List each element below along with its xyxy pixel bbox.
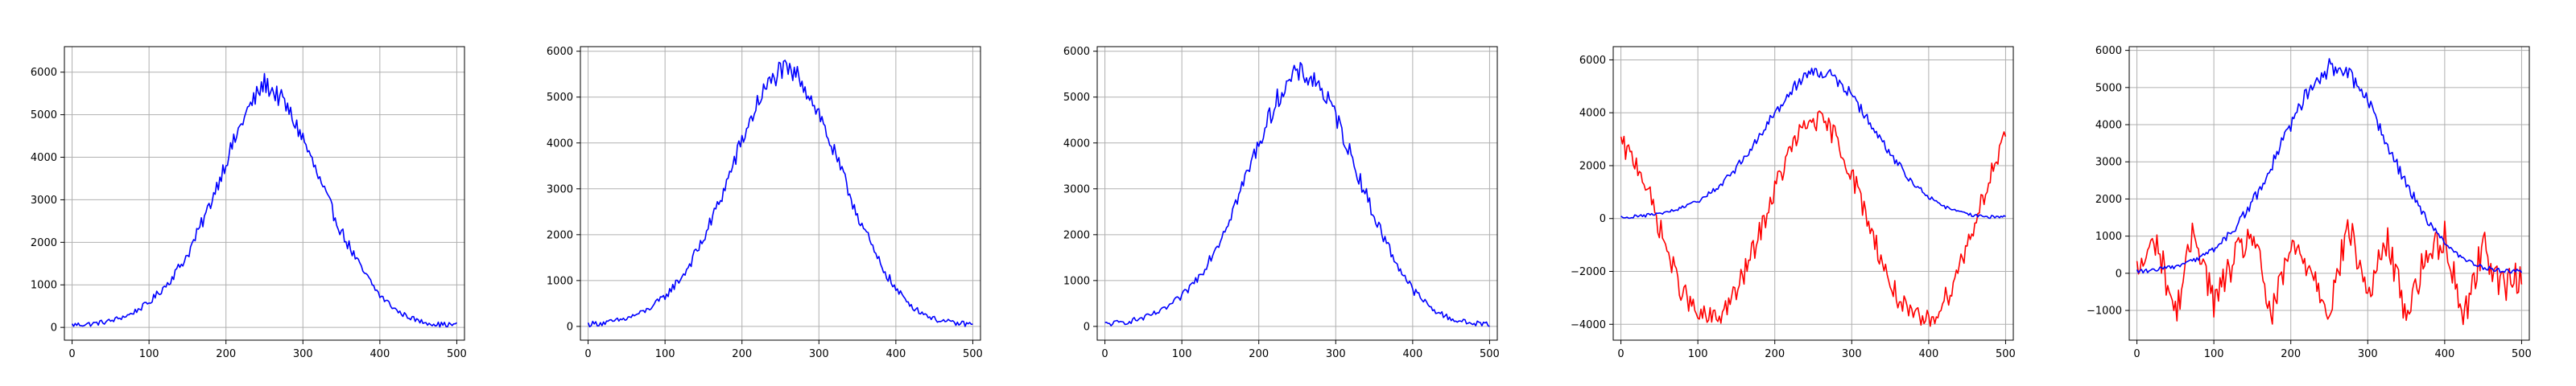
axes-frame	[1612, 46, 2014, 341]
chart-4: 0 100 200 300 400 500 −4000 −2000 0 2000 4000 6000	[1571, 46, 2016, 360]
y-tick-label: 4000	[547, 138, 573, 150]
y-tick-label: 1000	[1063, 275, 1090, 287]
series-line	[2136, 219, 2523, 326]
x-tick-label: 500	[1480, 348, 1500, 360]
y-tick-label: 3000	[1063, 183, 1090, 195]
y-tick-label: 6000	[2095, 45, 2122, 57]
chart-1: 0 100 200 300 400 500010002000300040005000600…	[31, 46, 467, 360]
y-tick-label: 5000	[547, 92, 573, 104]
x-tick-label: 500	[2512, 348, 2532, 360]
y-tick-label: 3000	[2095, 157, 2122, 169]
x-tick-label: 100	[1172, 348, 1192, 360]
x-tick-label: 500	[447, 348, 467, 360]
x-tick-label: 300	[293, 348, 313, 360]
x-tick-label: 0	[68, 348, 75, 360]
chart-5: 0 100 200 300 400 500 −1000 0 1000 2000 3000 4000 50…	[2087, 45, 2532, 360]
axes-frame	[580, 46, 981, 341]
x-tick-label: 100	[1688, 348, 1708, 360]
x-tick-label: 500	[963, 348, 983, 360]
y-tick-label: 6000	[547, 46, 573, 58]
x-tick-label: 100	[139, 348, 159, 360]
x-tick-label: 400	[369, 348, 390, 360]
y-tick-label: 0	[51, 322, 57, 335]
axes-frame	[2128, 46, 2530, 341]
x-tick-label: 200	[2281, 348, 2301, 360]
axes-frame	[1096, 46, 1498, 341]
y-tick-label: 2000	[1579, 160, 1606, 172]
x-tick-label: 100	[2204, 348, 2224, 360]
y-tick-label: 1000	[2095, 231, 2122, 243]
x-tick-label: 0	[1617, 348, 1624, 360]
x-tick-label: 300	[1842, 348, 1862, 360]
y-tick-label: 5000	[1063, 92, 1090, 104]
x-tick-label: 300	[1326, 348, 1346, 360]
x-tick-label: 0	[1101, 348, 1108, 360]
y-tick-label: −1000	[2087, 306, 2122, 318]
y-tick-label: 0	[2116, 268, 2122, 280]
y-tick-label: −2000	[1571, 266, 1606, 278]
y-tick-label: 4000	[1063, 138, 1090, 150]
y-tick-label: 2000	[547, 229, 573, 241]
x-tick-label: 200	[216, 348, 236, 360]
y-tick-label: −4000	[1571, 319, 1606, 331]
chart-2: 0 100 200 300 400 500010002000300040005000600…	[547, 46, 983, 360]
y-tick-label: 3000	[31, 195, 57, 207]
y-tick-label: 2000	[2095, 194, 2122, 206]
y-tick-label: 6000	[1579, 55, 1606, 67]
y-tick-label: 4000	[31, 152, 57, 164]
y-tick-label: 5000	[31, 109, 57, 121]
x-tick-label: 400	[2434, 348, 2454, 360]
x-tick-label: 300	[809, 348, 829, 360]
x-tick-label: 200	[1249, 348, 1269, 360]
chart-3: 0 100 200 300 400 500010002000300040005000600…	[1063, 46, 1500, 360]
x-tick-label: 400	[1402, 348, 1422, 360]
y-tick-label: 0	[1600, 213, 1606, 225]
series-line	[71, 72, 457, 328]
x-tick-label: 200	[732, 348, 752, 360]
y-tick-label: 6000	[31, 67, 57, 79]
series-line	[587, 60, 973, 328]
y-tick-label: 0	[1084, 321, 1090, 333]
x-tick-label: 300	[2358, 348, 2378, 360]
x-tick-label: 0	[584, 348, 591, 360]
y-tick-label: 4000	[1579, 108, 1606, 120]
y-tick-label: 2000	[31, 237, 57, 249]
y-tick-label: 3000	[547, 183, 573, 195]
y-tick-label: 4000	[2095, 120, 2122, 132]
y-tick-label: 5000	[2095, 82, 2122, 94]
y-tick-label: 1000	[547, 275, 573, 287]
series-line	[2136, 58, 2523, 274]
axes-frame	[64, 46, 465, 341]
series-line	[1620, 68, 2006, 220]
x-tick-label: 0	[2133, 348, 2140, 360]
series-line	[1104, 62, 1490, 327]
y-tick-label: 1000	[31, 280, 57, 292]
y-tick-label: 2000	[1063, 229, 1090, 241]
y-tick-label: 0	[567, 321, 573, 333]
x-tick-label: 200	[1765, 348, 1785, 360]
x-tick-label: 400	[1918, 348, 1938, 360]
x-tick-label: 100	[655, 348, 675, 360]
series-line	[1620, 110, 2007, 327]
y-tick-label: 6000	[1063, 46, 1090, 58]
x-tick-label: 500	[1996, 348, 2016, 360]
x-tick-label: 400	[886, 348, 906, 360]
